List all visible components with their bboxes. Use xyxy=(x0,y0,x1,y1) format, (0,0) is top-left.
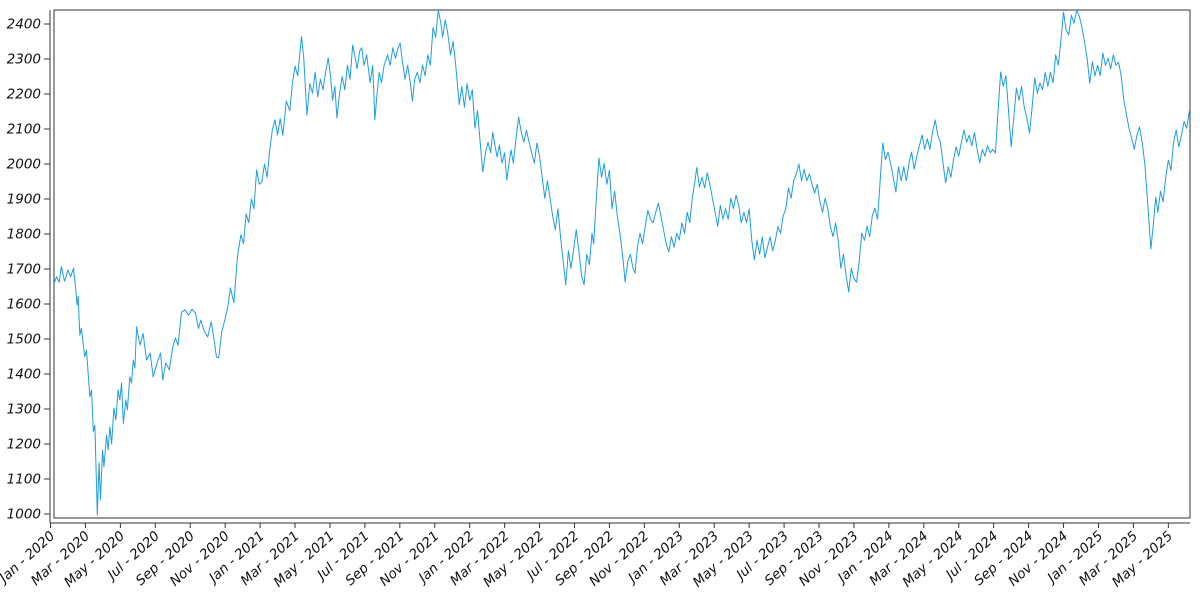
y-tick-label: 2400 xyxy=(7,17,41,33)
y-axis: 1000 1100 1200 1300 1400 1500 1600 1700 1800 1900… xyxy=(7,17,50,523)
y-tick-label: 1500 xyxy=(7,332,41,348)
y-tick-label: 1700 xyxy=(7,262,41,278)
y-tick-label: 1100 xyxy=(7,472,41,488)
y-tick-label: 2300 xyxy=(7,52,41,68)
y-tick-label: 1200 xyxy=(7,437,41,453)
price-line xyxy=(54,10,1190,516)
y-tick-label: 1900 xyxy=(7,192,41,208)
y-tick-label: 2200 xyxy=(7,87,41,103)
y-tick-label: 1300 xyxy=(7,402,41,418)
y-tick-label: 1400 xyxy=(7,367,41,383)
y-tick-label: 2000 xyxy=(7,157,41,173)
y-tick-label: 1600 xyxy=(7,297,41,313)
y-tick-label: 1800 xyxy=(7,227,41,243)
y-tick-label: 2100 xyxy=(7,122,41,138)
y-tick-label: 1000 xyxy=(7,507,41,523)
plot-frame xyxy=(53,9,1191,519)
